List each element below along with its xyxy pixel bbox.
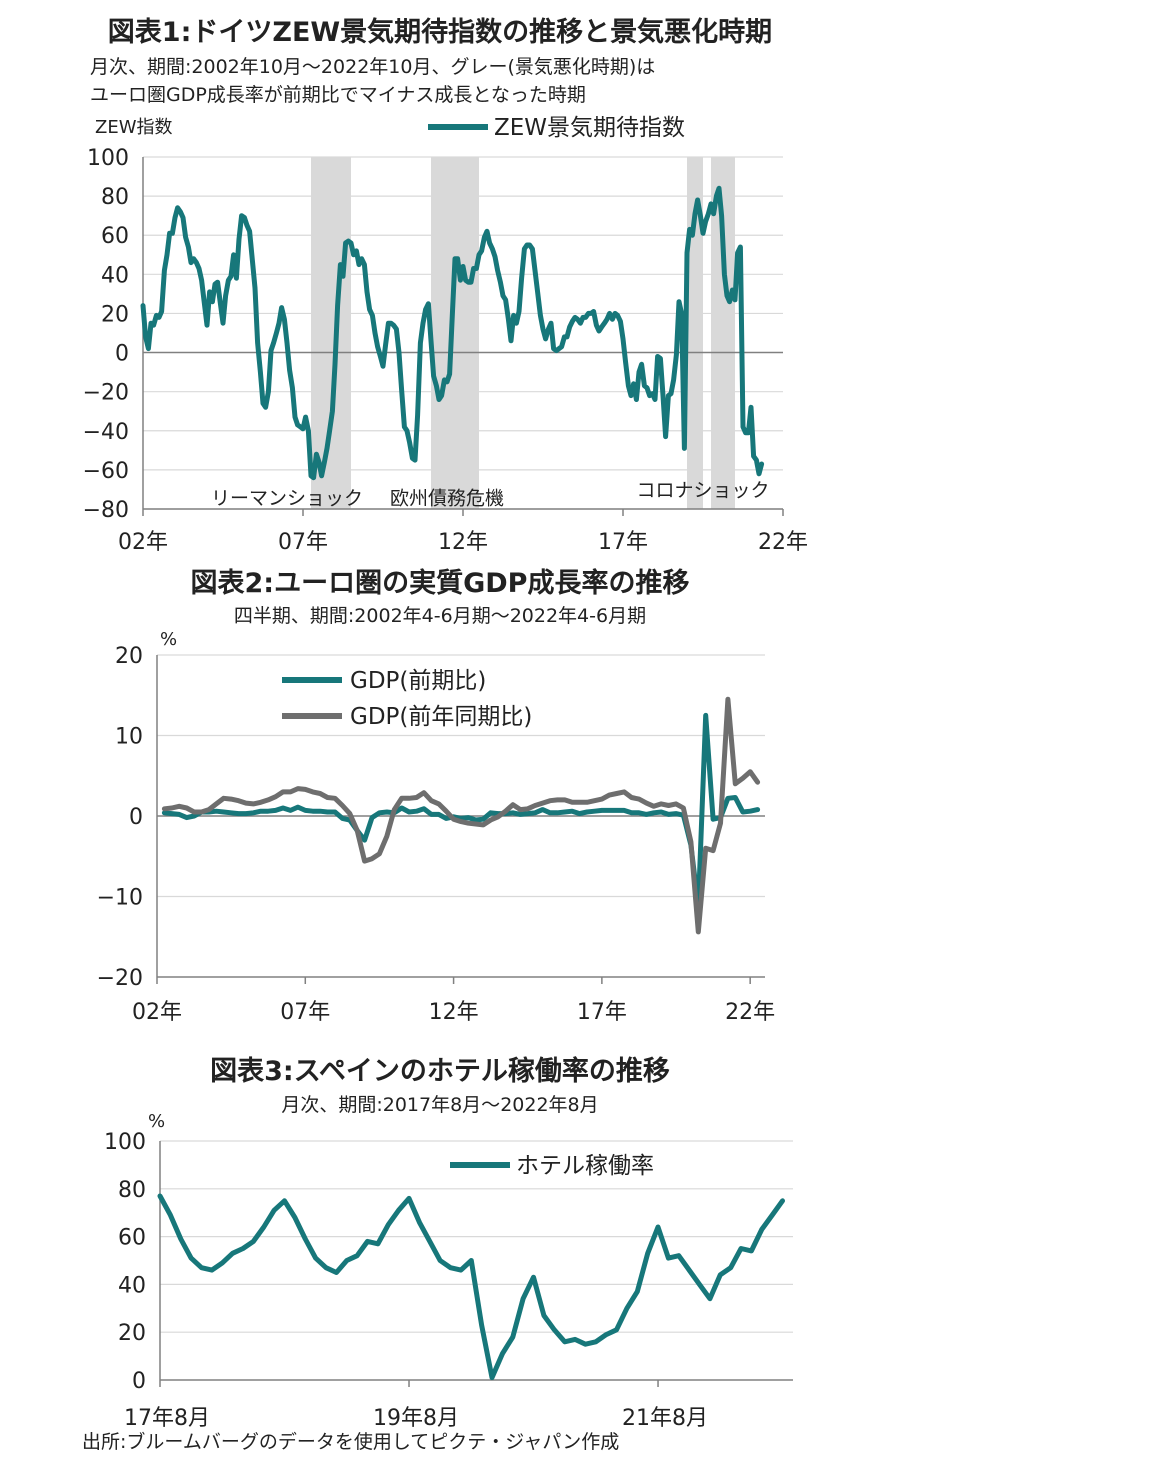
chart-2-y-axis-label: % (160, 629, 177, 650)
chart-1-x-ticks: 02年 07年 12年 17年 22年 (118, 530, 808, 555)
chart-1-subtitle-line-1: 月次、期間:2002年10月～2022年10月、グレー(景気悪化時期)は (90, 56, 655, 78)
chart-3-gridlines (159, 1140, 793, 1387)
chart-1-shaded-periods (311, 157, 735, 509)
chart-1-y-ticks: 100 80 60 40 20 0 −20 −40 −60 −80 (83, 146, 129, 523)
chart-3-y-tick-label: 80 (118, 1178, 146, 1203)
chart-2-title: 図表2:ユーロ圏の実質GDP成長率の推移 (191, 567, 690, 599)
chart-1-series (140, 185, 765, 481)
chart-2-series-line-yoy (161, 696, 761, 935)
chart-1-x-tick-label: 17年 (598, 530, 648, 555)
chart-1-shaded-period (687, 157, 703, 509)
chart-1-annotations: リーマンショック 欧州債務危機 コロナショック (211, 479, 770, 509)
chart-2-y-tick-label: −10 (97, 886, 143, 911)
chart-2-x-tick-label: 02年 (132, 1000, 182, 1025)
chart-1-y-tick-label: −20 (83, 381, 129, 406)
chart-1-x-tick-label: 02年 (118, 530, 168, 555)
chart-2-legend-label-yoy: GDP(前年同期比) (350, 704, 532, 730)
chart-2-x-tick-label: 17年 (577, 1000, 627, 1025)
chart-1-shaded-period (311, 157, 351, 509)
chart-1-subtitle-line-2: ユーロ圏GDP成長率が前期比でマイナス成長となった時期 (90, 84, 586, 106)
chart-1-y-tick-label: 100 (87, 146, 129, 171)
chart-1-annotation: 欧州債務危機 (390, 487, 504, 509)
chart-3-x-tick-label: 19年8月 (373, 1406, 459, 1431)
chart-1-y-tick-label: 60 (101, 224, 129, 249)
chart-1-y-axis-label: ZEW指数 (95, 117, 173, 138)
chart-2-legend: GDP(前期比) GDP(前年同期比) (282, 668, 532, 730)
chart-3-series-line-hotel (157, 1193, 785, 1381)
chart-1-y-tick-label: −80 (83, 498, 129, 523)
chart-1-annotation: リーマンショック (211, 487, 363, 509)
chart-1-legend-label: ZEW景気期待指数 (494, 115, 685, 141)
chart-1-y-tick-label: 40 (101, 263, 129, 288)
chart-1-y-tick-label: 80 (101, 185, 129, 210)
source-note: 出所:ブルームバーグのデータを使用してピクテ・ジャパン作成 (82, 1430, 619, 1453)
chart-2-x-tick-label: 12年 (429, 1000, 479, 1025)
chart-2-series (161, 696, 761, 935)
chart-1-x-tick-label: 07年 (278, 530, 328, 555)
chart-3-series (157, 1193, 785, 1381)
chart-1-x-tick-label: 12年 (438, 530, 488, 555)
chart-3-legend-label: ホテル稼働率 (516, 1153, 654, 1179)
chart-3-y-tick-label: 100 (104, 1130, 146, 1155)
chart-2-x-tick-label: 07年 (280, 1000, 330, 1025)
chart-2-x-tick-label: 22年 (725, 1000, 775, 1025)
chart-1-y-tick-label: −40 (83, 420, 129, 445)
chart-2-series-line-qoq (161, 712, 761, 910)
chart-1-legend: ZEW景気期待指数 (428, 115, 685, 141)
chart-3-y-tick-label: 40 (118, 1273, 146, 1298)
chart-3-y-ticks: 100 80 60 40 20 0 (104, 1130, 146, 1394)
chart-3-title: 図表3:スペインのホテル稼働率の推移 (210, 1055, 670, 1087)
chart-2-x-ticks: 02年 07年 12年 17年 22年 (132, 1000, 775, 1025)
chart-3-y-axis-label: % (148, 1111, 165, 1132)
chart-3-y-tick-label: 20 (118, 1321, 146, 1346)
chart-3-subtitle: 月次、期間:2017年8月～2022年8月 (281, 1094, 598, 1116)
chart-2-y-ticks: 20 10 0 −10 −20 (97, 644, 143, 991)
chart-1-series-line-zew (140, 185, 765, 481)
chart-3-x-tick-label: 17年8月 (124, 1406, 210, 1431)
chart-2-y-tick-label: −20 (97, 966, 143, 991)
chart-2-y-tick-label: 0 (129, 805, 143, 830)
chart-2-legend-label-qoq: GDP(前期比) (350, 668, 486, 694)
chart-1-shaded-period (431, 157, 479, 509)
chart-2-subtitle: 四半期、期間:2002年4-6月期～2022年4-6月期 (234, 605, 646, 627)
chart-1-y-tick-label: 0 (115, 342, 129, 367)
chart-1-title: 図表1:ドイツZEW景気期待指数の推移と景気悪化時期 (108, 16, 772, 48)
chart-1-x-tick-label: 22年 (758, 530, 808, 555)
chart-1-y-tick-label: 20 (101, 302, 129, 327)
chart-1-y-tick-label: −60 (83, 459, 129, 484)
chart-3-y-tick-label: 0 (132, 1369, 146, 1394)
chart-3-y-tick-label: 60 (118, 1226, 146, 1251)
chart-2-y-tick-label: 10 (115, 725, 143, 750)
chart-3-legend: ホテル稼働率 (450, 1153, 654, 1179)
chart-1-annotation: コロナショック (636, 479, 769, 501)
chart-3: 図表3:スペインのホテル稼働率の推移 月次、期間:2017年8月～2022年8月… (104, 1055, 793, 1431)
chart-3-x-tick-label: 21年8月 (622, 1406, 708, 1431)
chart-3-x-ticks: 17年8月 19年8月 21年8月 (124, 1406, 708, 1431)
chart-2: 図表2:ユーロ圏の実質GDP成長率の推移 四半期、期間:2002年4-6月期～2… (97, 567, 776, 1025)
chart-1: 図表1:ドイツZEW景気期待指数の推移と景気悪化時期 月次、期間:2002年10… (83, 16, 808, 555)
chart-2-y-tick-label: 20 (115, 644, 143, 669)
